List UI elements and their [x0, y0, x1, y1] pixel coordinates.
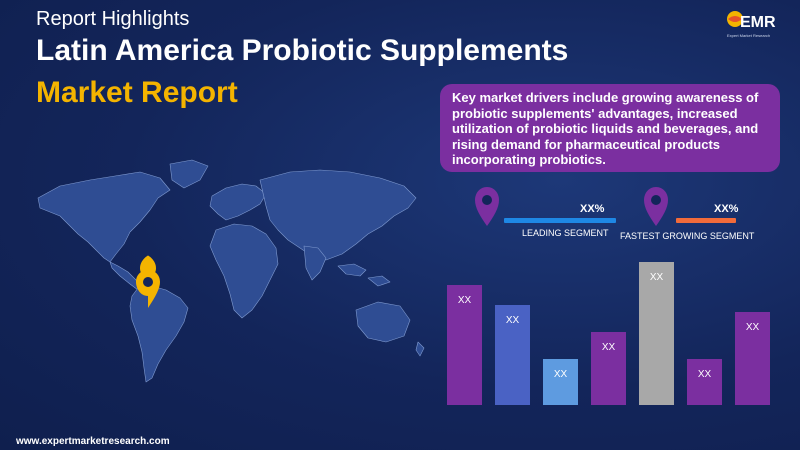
- page-title-line2: Market Report: [36, 76, 238, 109]
- page-title-line1: Latin America Probiotic Supplements: [36, 34, 569, 67]
- world-map: [37, 159, 425, 383]
- new-zealand-shape: [415, 341, 425, 357]
- fastest-segment-value: XX%: [714, 203, 739, 215]
- key-drivers-callout: Key market drivers include growing aware…: [440, 84, 780, 172]
- leading-segment-pin-icon: [475, 187, 499, 226]
- africa-shape: [209, 223, 279, 319]
- footer-url: www.expertmarketresearch.com: [16, 436, 170, 447]
- south-america-shape: [129, 285, 189, 383]
- north-america-shape: [37, 171, 171, 263]
- bar-1: XX: [447, 285, 482, 405]
- india-shape: [303, 245, 327, 281]
- logo-name: EMR: [740, 14, 776, 31]
- bar-4: XX: [591, 332, 626, 405]
- fastest-segment-line: [676, 218, 736, 223]
- bar-7: XX: [735, 312, 770, 405]
- bar-6: XX: [687, 359, 722, 405]
- logo-tagline: Expert Market Research: [727, 33, 771, 38]
- southeast-asia-shape: [337, 263, 391, 287]
- latin-america-pin-icon: [136, 255, 160, 308]
- leading-segment-line: [504, 218, 616, 223]
- leading-segment-value: XX%: [580, 203, 605, 215]
- bar-3: XX: [543, 359, 578, 405]
- greenland-shape: [169, 159, 209, 189]
- emr-logo: [727, 11, 743, 27]
- leading-segment-label: LEADING SEGMENT: [522, 228, 609, 238]
- fastest-segment-label: FASTEST GROWING SEGMENT: [620, 231, 755, 241]
- asia-shape: [259, 169, 417, 261]
- report-kicker: Report Highlights: [36, 8, 190, 30]
- europe-shape: [209, 183, 267, 221]
- australia-shape: [355, 301, 411, 343]
- bar-5: XX: [639, 262, 674, 405]
- fastest-segment-pin-icon: [644, 187, 668, 226]
- bar-2: XX: [495, 305, 530, 405]
